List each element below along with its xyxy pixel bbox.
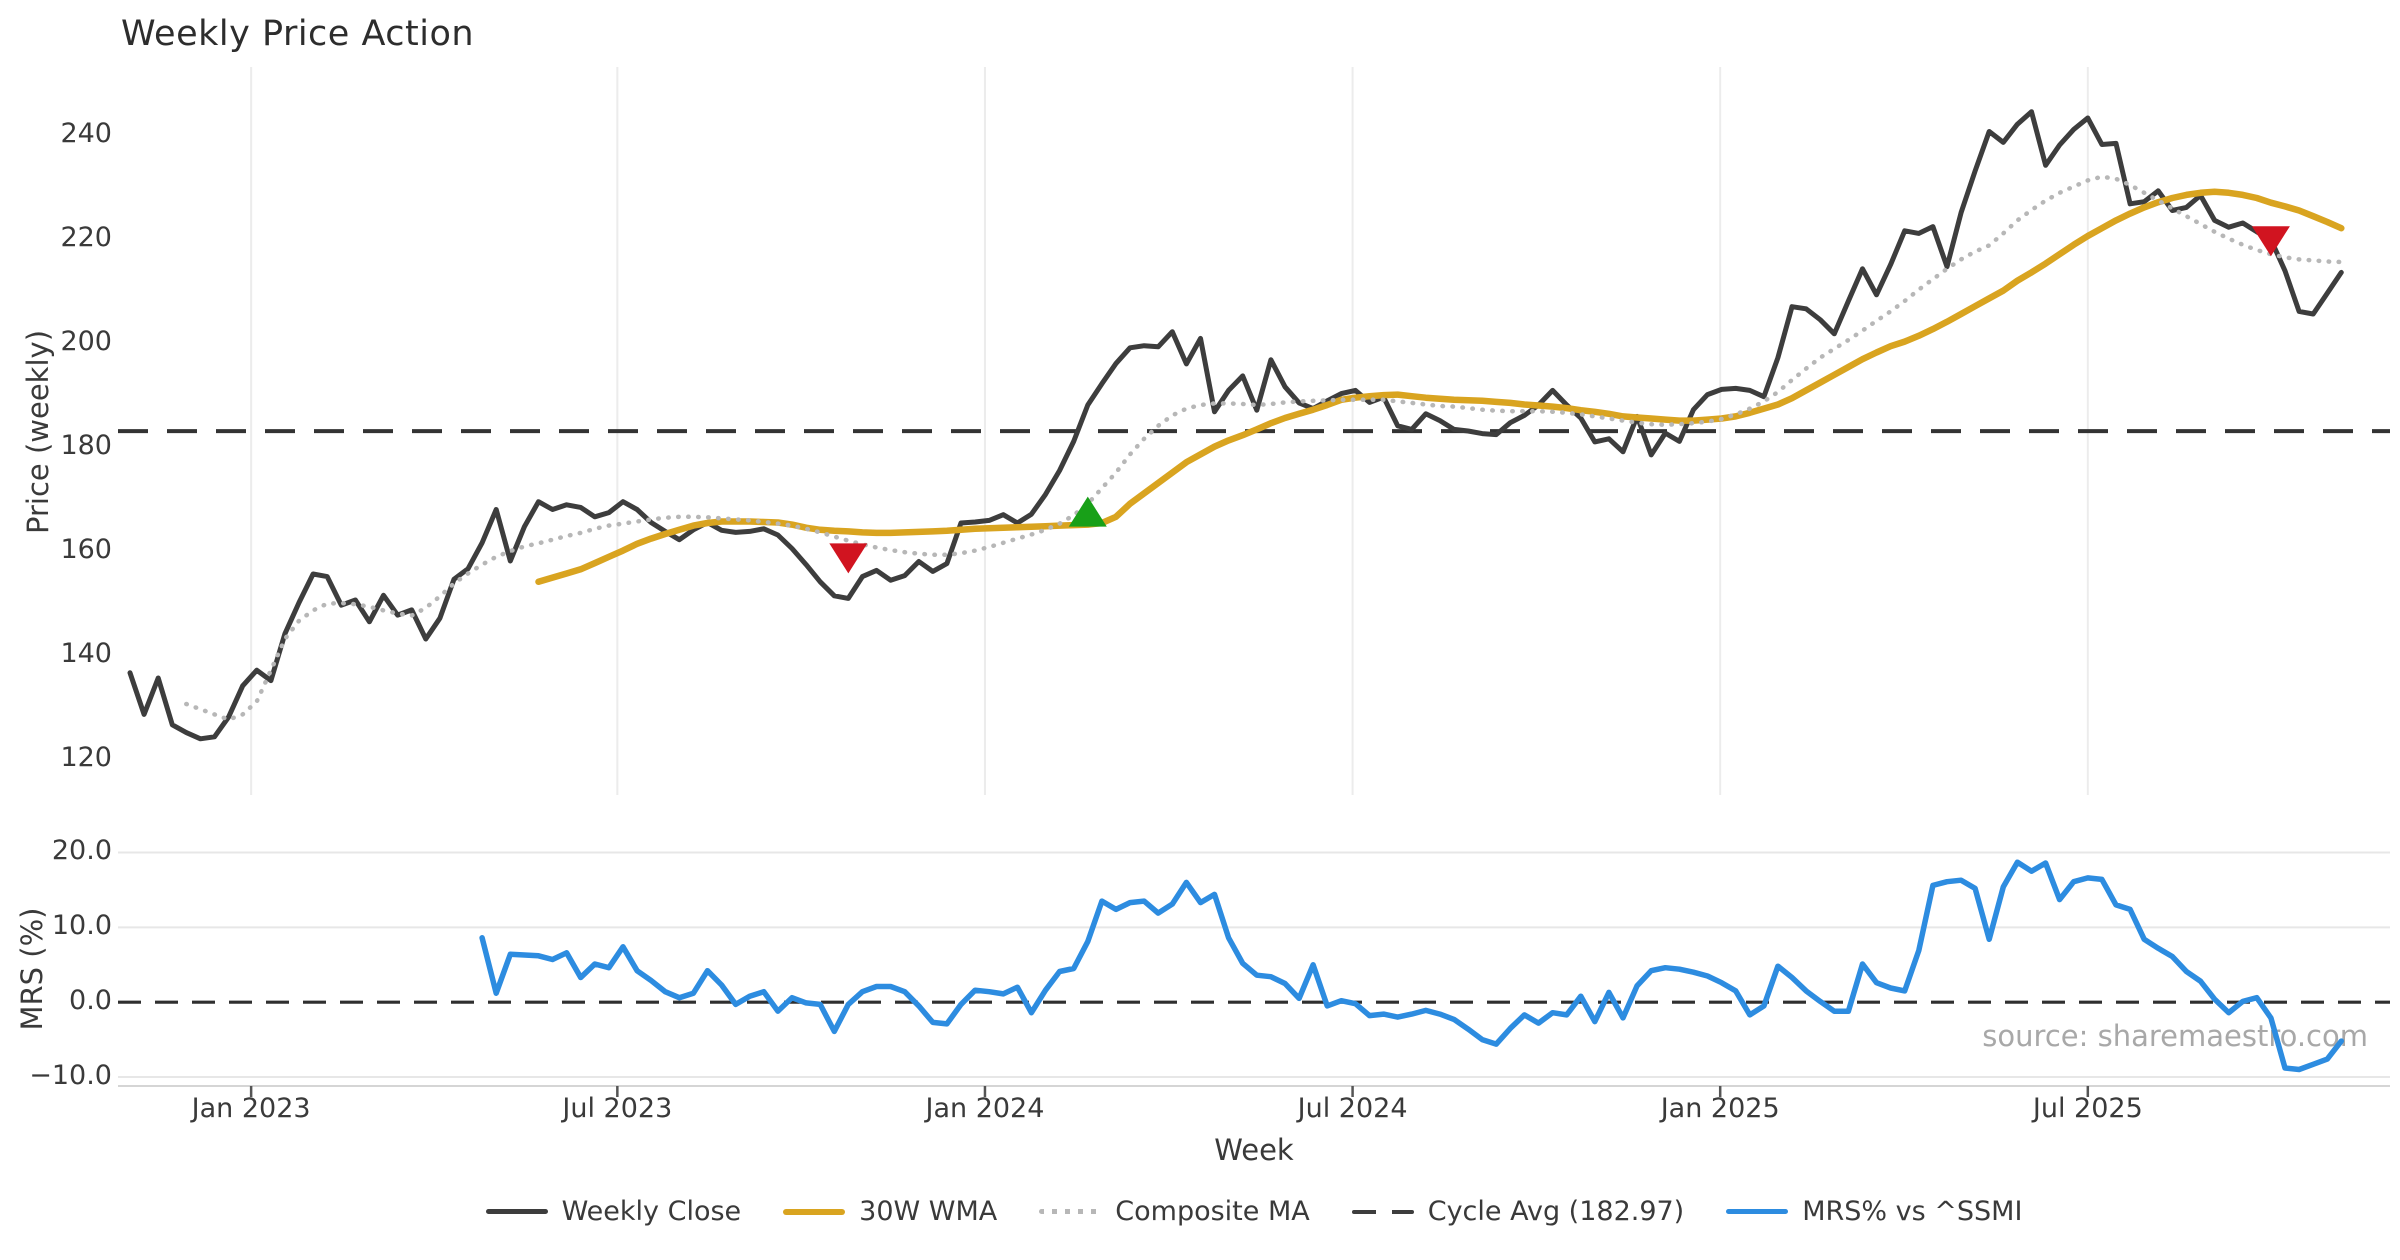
- xtick-jul-2025: Jul 2025: [2032, 1093, 2143, 1124]
- series-weekly-close: [127, 109, 2344, 742]
- price-ytick-160: 160: [60, 533, 112, 565]
- mrs-ytick-20: 20.0: [51, 835, 112, 867]
- xtick-jul-2023: Jul 2023: [562, 1093, 673, 1124]
- signal-markers: [829, 226, 2290, 574]
- xtick-jan-2024: Jan 2024: [925, 1093, 1045, 1124]
- mrs-ytick-10: 10.0: [51, 910, 112, 942]
- legend-item-30w-wma: 30W WMA: [783, 1196, 997, 1227]
- chart-title: Weekly Price Action: [121, 14, 475, 54]
- legend-label: MRS% vs ^SSMI: [1802, 1196, 2023, 1227]
- legend-label: Weekly Close: [561, 1196, 742, 1227]
- price-ytick-120: 120: [60, 741, 112, 773]
- legend-item-composite-ma: Composite MA: [1039, 1196, 1310, 1227]
- series-mrs-vs-ssmi: [479, 859, 2345, 1073]
- price-ytick-180: 180: [60, 429, 112, 461]
- legend-item-cycle-avg-182-97-: Cycle Avg (182.97): [1351, 1196, 1685, 1227]
- xtick-jan-2025: Jan 2025: [1660, 1093, 1780, 1124]
- solid-line-swatch-icon: [1726, 1209, 1789, 1214]
- mrs-ytick-0: 0.0: [69, 985, 112, 1017]
- legend-label: Cycle Avg (182.97): [1427, 1196, 1685, 1227]
- price-ytick-240: 240: [60, 117, 112, 149]
- legend-item-weekly-close: Weekly Close: [485, 1196, 742, 1227]
- triangle-down-marker: [2251, 226, 2290, 257]
- xtick-jan-2023: Jan 2023: [191, 1093, 311, 1124]
- data-series: [127, 109, 2345, 1073]
- price-ytick-220: 220: [60, 221, 112, 253]
- mrs-ytick--10: −10.0: [29, 1060, 112, 1092]
- price-ytick-200: 200: [60, 325, 112, 357]
- x-axis-label: Week: [1214, 1133, 1294, 1167]
- dashed-line-swatch-icon: [1351, 1209, 1414, 1214]
- series-composite-ma: [184, 174, 2344, 722]
- xtick-jul-2024: Jul 2024: [1297, 1093, 1408, 1124]
- solid-line-swatch-icon: [783, 1208, 846, 1215]
- dotted-line-swatch-icon: [1039, 1209, 1102, 1214]
- triangle-up-marker: [1068, 496, 1107, 527]
- legend-label: 30W WMA: [859, 1196, 998, 1227]
- solid-line-swatch-icon: [485, 1209, 548, 1214]
- source-note: source: sharemaestro.com: [1982, 1019, 2368, 1053]
- price-ytick-140: 140: [60, 637, 112, 669]
- axis-tick-marks: [249, 1086, 2090, 1097]
- legend-item-mrs-vs-ssmi: MRS% vs ^SSMI: [1726, 1196, 2022, 1227]
- series-30w-wma: [535, 188, 2345, 586]
- reference-lines: [118, 429, 2390, 1004]
- triangle-down-marker: [829, 543, 868, 574]
- legend: Weekly Close 30W WMA Composite MA Cycle Avg…: [118, 1196, 2390, 1227]
- legend-label: Composite MA: [1115, 1196, 1310, 1227]
